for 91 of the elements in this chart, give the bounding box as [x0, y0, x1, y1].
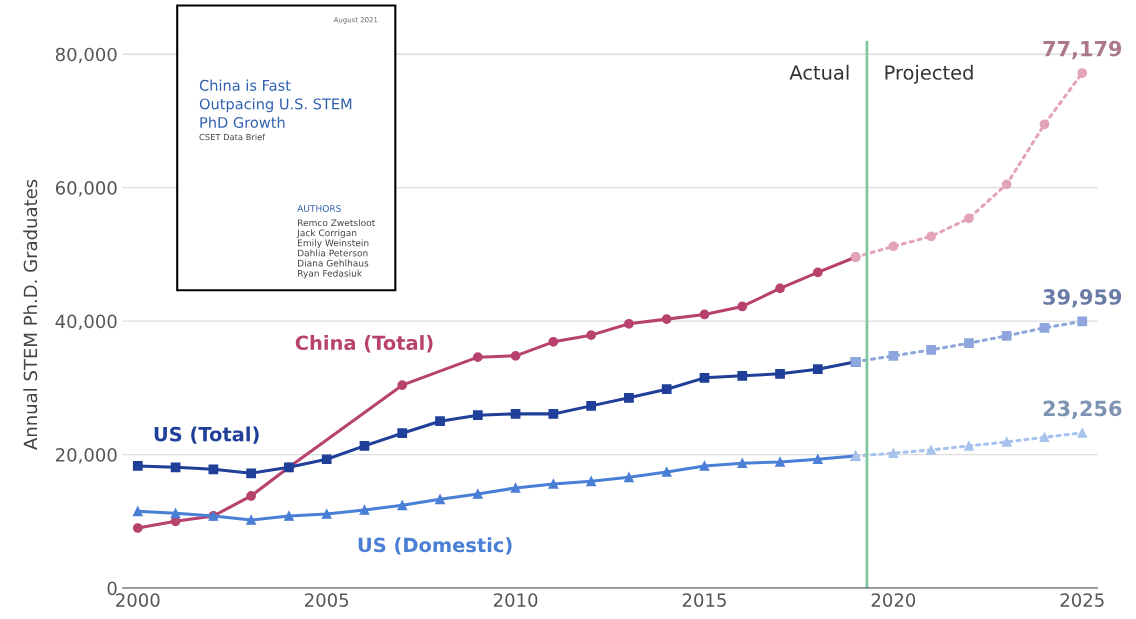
y-tick-label: 0 — [107, 581, 117, 596]
annotation: CSET Data Brief — [199, 133, 266, 141]
point — [661, 467, 672, 477]
point — [812, 454, 823, 465]
point — [397, 428, 408, 439]
point — [548, 336, 559, 347]
point — [661, 314, 672, 324]
point — [926, 344, 937, 355]
point — [586, 476, 597, 487]
annotation: Remco Zwetsloot Jack Corrigan Emily Weinstein Dahlia Peterson Diana Gehlhaus Ryan Fedasiuk — [296, 219, 375, 279]
annotation: Actual — [789, 64, 849, 80]
point — [888, 448, 899, 459]
point — [888, 241, 899, 252]
annotation: AUTHORS — [297, 205, 341, 212]
point — [737, 301, 748, 312]
point — [1001, 437, 1012, 447]
y-axis-title: Annual STEM Ph.D. Graduates — [23, 179, 38, 450]
point — [586, 330, 597, 341]
point — [1001, 330, 1012, 341]
point — [775, 457, 785, 467]
data-label: 39,959 — [1043, 289, 1122, 308]
point — [926, 445, 937, 455]
point — [699, 372, 710, 383]
series-label: China (Total) — [295, 335, 433, 353]
point — [510, 350, 521, 361]
point — [661, 384, 672, 395]
point — [926, 231, 937, 242]
point — [132, 506, 143, 517]
point — [246, 515, 256, 525]
point — [699, 309, 710, 320]
point — [132, 461, 143, 471]
point — [548, 479, 559, 489]
point — [775, 283, 785, 294]
point — [1077, 68, 1088, 78]
x-tick-label: 2000 — [116, 593, 160, 607]
point — [586, 401, 597, 411]
point — [737, 370, 748, 381]
point — [699, 461, 710, 471]
data-label: 77,179 — [1043, 40, 1122, 60]
point — [472, 489, 483, 499]
point — [737, 458, 748, 469]
point — [246, 491, 256, 501]
series-label: US (Domestic) — [358, 537, 512, 555]
point — [359, 441, 370, 451]
point — [964, 441, 974, 451]
point — [1039, 432, 1050, 443]
point — [964, 213, 974, 224]
point — [548, 409, 559, 419]
x-tick-label: 2025 — [1060, 593, 1104, 607]
point — [1039, 322, 1050, 333]
point — [472, 352, 483, 363]
point — [1001, 179, 1012, 190]
x-tick-label: 2010 — [493, 593, 538, 607]
series-label: US (Total) — [154, 426, 259, 444]
point — [397, 500, 408, 511]
point — [321, 509, 332, 519]
point — [321, 454, 332, 465]
point — [1077, 316, 1088, 327]
point — [170, 462, 181, 473]
x-tick-label: 2015 — [682, 593, 726, 607]
point — [624, 472, 634, 483]
y-tick-label: 40,000 — [55, 314, 117, 331]
point — [435, 416, 445, 427]
y-tick-label: 60,000 — [55, 181, 117, 197]
point — [359, 505, 370, 515]
point — [888, 350, 899, 361]
point — [624, 393, 634, 403]
point — [246, 468, 256, 479]
annotation: China is Fast Outpacing U.S. STEM PhD Growth — [199, 79, 352, 128]
x-tick-label: 2020 — [871, 593, 916, 607]
point — [208, 464, 219, 475]
point — [812, 267, 823, 278]
point — [1039, 119, 1050, 130]
point — [1077, 427, 1088, 438]
point — [472, 410, 483, 421]
point — [435, 494, 445, 505]
annotation: Projected — [885, 64, 973, 84]
point — [284, 511, 294, 521]
point — [964, 338, 974, 349]
point — [812, 364, 823, 375]
point — [510, 409, 521, 419]
x-tick-label: 2005 — [305, 593, 349, 607]
y-tick-label: 20,000 — [55, 448, 117, 464]
data-label: 23,256 — [1043, 400, 1122, 419]
point — [170, 508, 181, 519]
point — [397, 380, 408, 391]
point — [624, 318, 634, 329]
y-tick-label: 80,000 — [55, 47, 117, 64]
point — [775, 368, 785, 379]
point — [132, 523, 143, 533]
point — [510, 483, 521, 493]
